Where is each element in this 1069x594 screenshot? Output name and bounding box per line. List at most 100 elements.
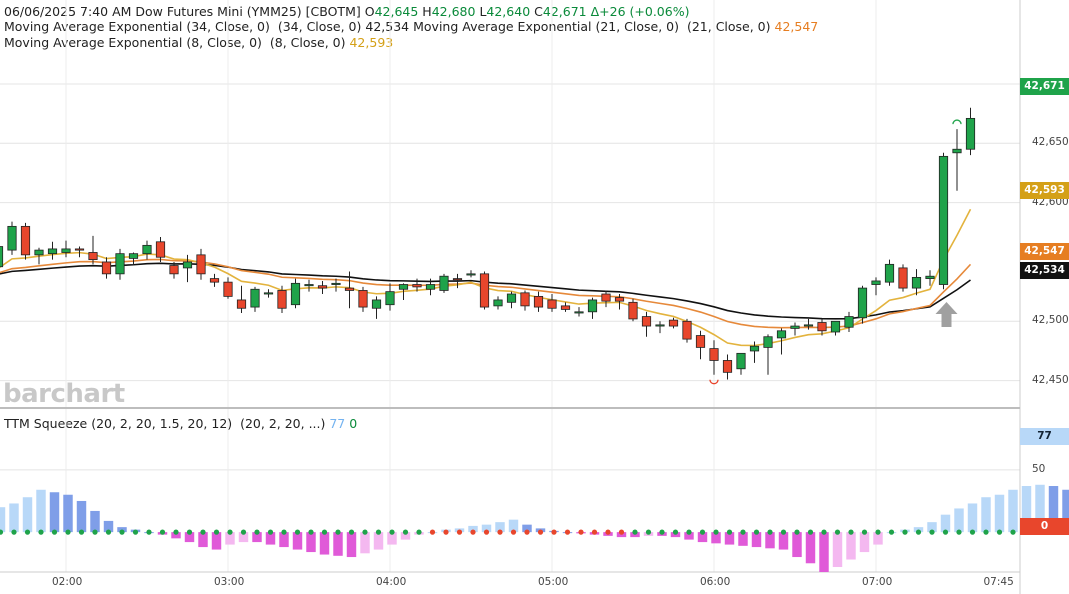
squeeze-bar [873,532,883,545]
candle-up [776,330,787,339]
squeeze-dot [956,529,962,535]
squeeze-bar [778,532,789,550]
squeeze-bar [684,532,694,540]
candle-up [47,248,58,255]
squeeze-dot [0,529,4,535]
time-tick-label: 02:00 [52,576,83,588]
squeeze-bar [994,494,1005,533]
squeeze-bar [265,532,276,545]
squeeze-bar [724,532,735,545]
squeeze-dot [389,529,395,535]
candle-down [668,319,679,327]
candle-down [358,290,368,308]
ema34-label[interactable]: Moving Average Exponential (34, Close, 0… [4,19,362,34]
candle-down [74,248,85,251]
squeeze-bar [792,532,802,558]
squeeze-dot [969,529,976,535]
squeeze-dot-badge: 0 [1020,518,1069,535]
symbol-name[interactable]: Dow Futures Mini (YMM25) [CBOTM] [135,4,361,19]
squeeze-dot [551,529,557,535]
ema21-label[interactable]: Moving Average Exponential (21, Close, 0… [413,19,771,34]
squeeze-bar [859,532,870,553]
candle-up [749,345,760,352]
bar-time: 7:40 AM [80,4,132,19]
candle-down [547,299,557,309]
candle-up [911,276,922,289]
candle-up [587,299,598,313]
candle-down [412,284,422,288]
squeeze-hist-value: 77 [329,416,346,431]
candle-up [925,275,935,279]
candle-down [344,287,355,291]
candle-up [655,324,665,327]
squeeze-dot [456,529,463,535]
squeeze-bar [103,520,114,533]
squeeze-bar [171,532,181,539]
squeeze-dot [497,529,503,535]
candle-up [371,299,382,309]
squeeze-bar [832,532,843,568]
candle-up [385,291,395,306]
candle-up [938,155,949,285]
squeeze-dot [821,529,827,535]
squeeze-bar [711,532,721,544]
squeeze-bar [967,503,978,533]
candle-down [317,285,328,289]
squeeze-label[interactable]: TTM Squeeze (20, 2, 20, 1.5, 20, 12) (20… [4,416,326,431]
squeeze-dot [308,529,314,535]
candle-up [830,320,841,333]
candle-down [722,360,733,373]
squeeze-bar [495,522,505,533]
squeeze-dot [942,529,949,535]
squeeze-bar [360,532,370,554]
candle-down [209,278,220,283]
candle-down [88,252,98,260]
session-high-marker [952,119,962,125]
candle-up [574,311,584,314]
candle-up [871,280,881,285]
squeeze-dot [915,529,922,535]
ema8-value: 42,593 [349,35,394,50]
price-tick-label: 42,500 [1032,314,1069,327]
squeeze-bar [387,532,397,545]
candle-down [817,322,827,332]
squeeze-dot [983,529,989,535]
candle-up [128,253,139,259]
candle-up [884,263,895,283]
squeeze-bar [49,492,60,533]
squeeze-bar [819,532,829,572]
squeeze-bar [9,503,19,533]
squeeze-bar [198,532,208,548]
squeeze-dot [92,529,98,535]
ema34-badge: 42,534 [1020,262,1069,279]
squeeze-dot [672,529,679,535]
squeeze-dot [24,529,31,535]
squeeze-dot [11,529,17,535]
candle-up [803,324,814,327]
time-tick-label: 07:00 [862,576,893,588]
squeeze-dot [996,529,1003,535]
ema21-value: 42,547 [774,19,819,34]
squeeze-dot [510,529,517,535]
time-tick-label: 06:00 [700,576,731,588]
squeeze-bar [522,524,532,533]
squeeze-dot [213,529,220,535]
ema8-line [0,208,972,347]
ema8-badge: 42,593 [1020,182,1069,199]
squeeze-dot [605,529,611,535]
squeeze-dot [65,529,71,535]
squeeze-dot [51,529,58,535]
squeeze-bar [1008,489,1018,533]
squeeze-bar [319,532,330,555]
candle-up [466,273,476,276]
squeeze-bar [184,532,195,543]
squeeze-bar [954,508,964,533]
candle-up [263,292,274,295]
squeeze-dot [767,529,773,535]
price-tick-label: 42,450 [1032,373,1069,386]
squeeze-dot [200,529,206,535]
candle-down [155,241,166,258]
squeeze-bar [36,489,46,533]
squeeze-dot [645,529,652,535]
